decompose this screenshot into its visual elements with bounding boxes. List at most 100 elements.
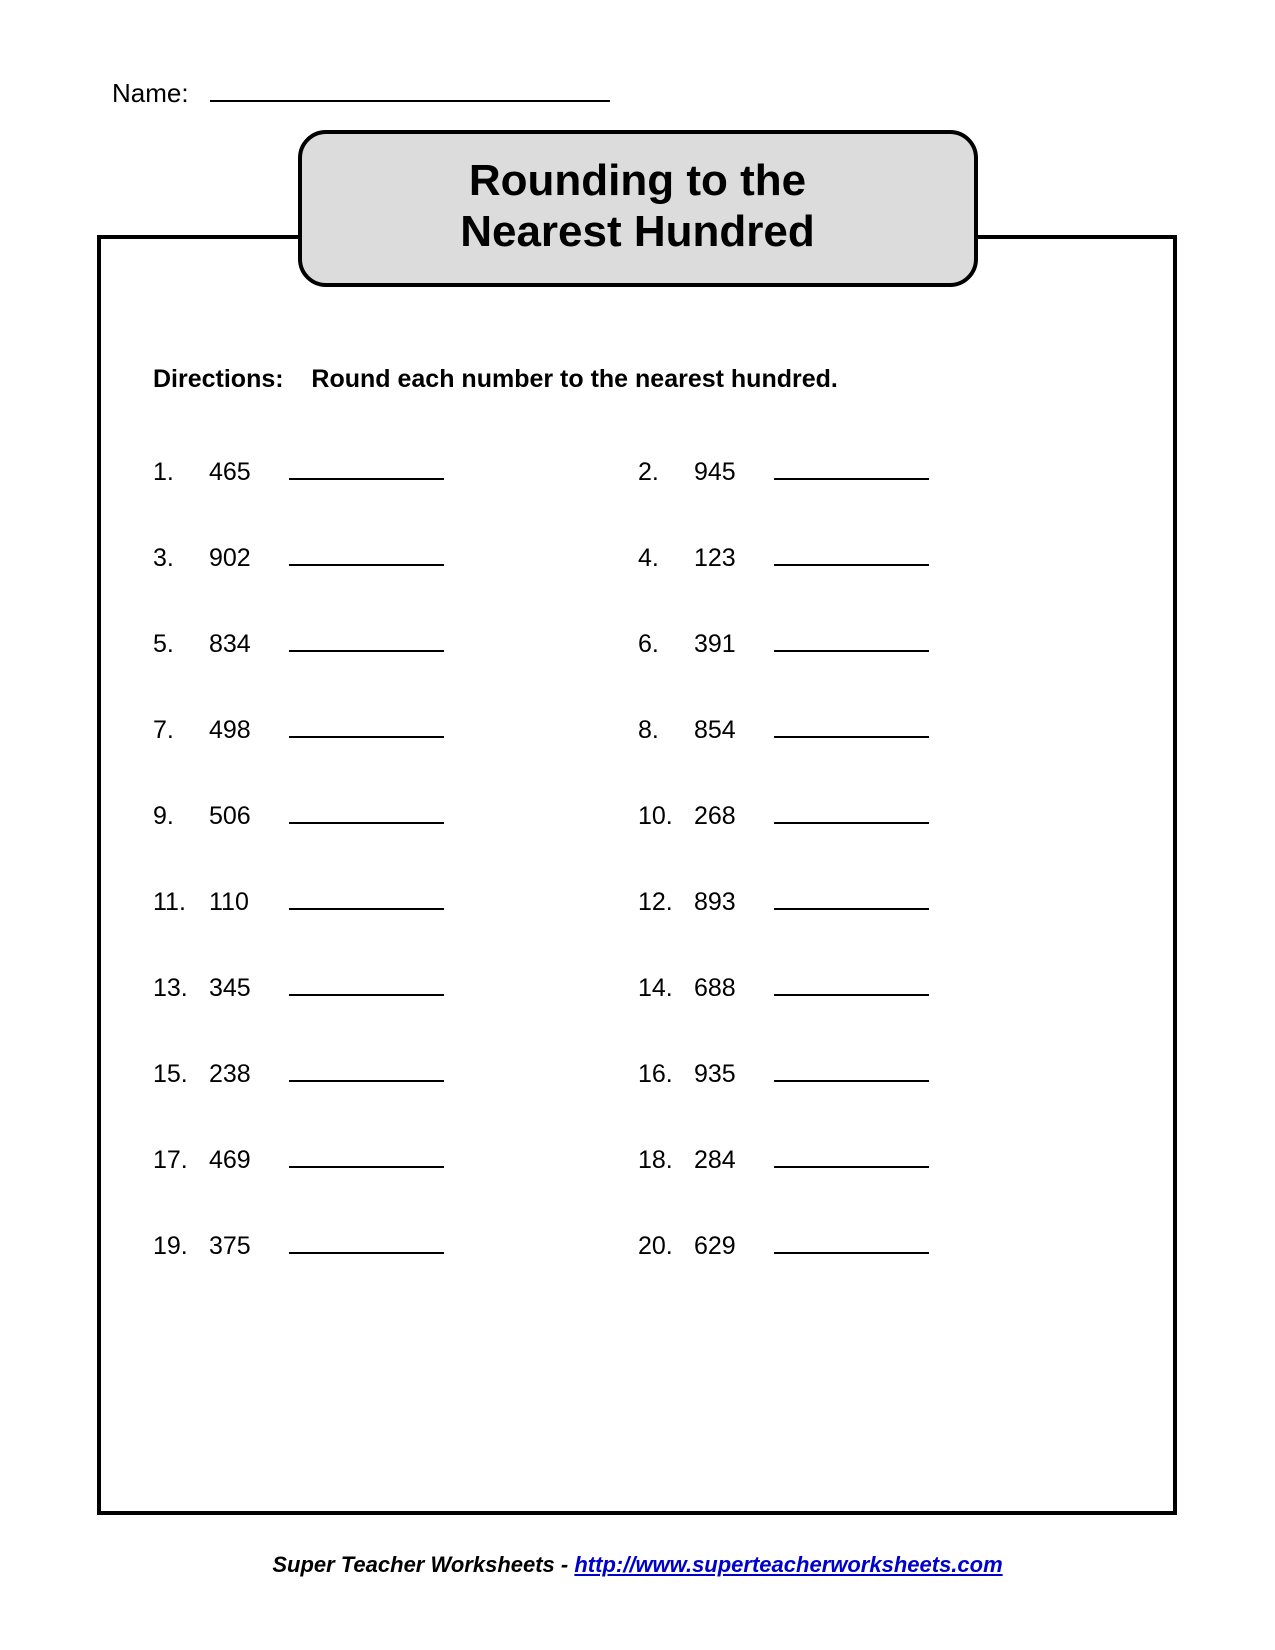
- answer-blank-line[interactable]: [289, 1057, 444, 1082]
- problem-value: 375: [209, 1232, 289, 1261]
- answer-blank-line[interactable]: [289, 713, 444, 738]
- problem-row: 19.37520.629: [153, 1229, 1123, 1261]
- problem-number: 13.: [153, 974, 209, 1003]
- problem-number: 7.: [153, 716, 209, 745]
- problem-row: 1.4652.945: [153, 455, 1123, 487]
- problem-number: 14.: [638, 974, 694, 1003]
- problem-value: 935: [694, 1060, 774, 1089]
- directions: Directions: Round each number to the nea…: [153, 365, 838, 394]
- problem-row: 17.46918.284: [153, 1143, 1123, 1175]
- answer-blank-line[interactable]: [289, 799, 444, 824]
- problem-item: 8.854: [638, 713, 1123, 745]
- problem-value: 238: [209, 1060, 289, 1089]
- problem-item: 4.123: [638, 541, 1123, 573]
- footer-separator: -: [555, 1552, 575, 1577]
- problem-value: 498: [209, 716, 289, 745]
- problem-number: 11.: [153, 888, 209, 917]
- problem-number: 8.: [638, 716, 694, 745]
- problem-item: 15.238: [153, 1057, 638, 1089]
- problem-item: 19.375: [153, 1229, 638, 1261]
- footer: Super Teacher Worksheets - http://www.su…: [0, 1552, 1275, 1578]
- problem-item: 11.110: [153, 885, 638, 917]
- problem-value: 834: [209, 630, 289, 659]
- problem-value: 284: [694, 1146, 774, 1175]
- problem-item: 16.935: [638, 1057, 1123, 1089]
- problem-number: 19.: [153, 1232, 209, 1261]
- problem-number: 15.: [153, 1060, 209, 1089]
- footer-link[interactable]: http://www.superteacherworksheets.com: [574, 1552, 1002, 1577]
- problem-number: 20.: [638, 1232, 694, 1261]
- answer-blank-line[interactable]: [774, 1057, 929, 1082]
- problem-row: 11.11012.893: [153, 885, 1123, 917]
- problem-row: 3.9024.123: [153, 541, 1123, 573]
- answer-blank-line[interactable]: [289, 1229, 444, 1254]
- answer-blank-line[interactable]: [289, 455, 444, 480]
- name-blank-line[interactable]: [210, 100, 610, 102]
- problem-item: 3.902: [153, 541, 638, 573]
- answer-blank-line[interactable]: [774, 627, 929, 652]
- answer-blank-line[interactable]: [774, 799, 929, 824]
- answer-blank-line[interactable]: [774, 455, 929, 480]
- problem-item: 5.834: [153, 627, 638, 659]
- answer-blank-line[interactable]: [774, 1229, 929, 1254]
- name-label: Name:: [112, 78, 189, 108]
- worksheet-title: Rounding to the Nearest Hundred: [298, 130, 978, 287]
- problem-value: 123: [694, 544, 774, 573]
- answer-blank-line[interactable]: [774, 713, 929, 738]
- problem-item: 7.498: [153, 713, 638, 745]
- problem-value: 268: [694, 802, 774, 831]
- problem-value: 902: [209, 544, 289, 573]
- answer-blank-line[interactable]: [289, 1143, 444, 1168]
- problem-number: 18.: [638, 1146, 694, 1175]
- problem-item: 10.268: [638, 799, 1123, 831]
- problem-value: 854: [694, 716, 774, 745]
- problem-number: 16.: [638, 1060, 694, 1089]
- name-field: Name:: [112, 78, 610, 109]
- directions-text: Round each number to the nearest hundred…: [311, 365, 837, 393]
- problem-value: 465: [209, 458, 289, 487]
- problem-row: 13.34514.688: [153, 971, 1123, 1003]
- worksheet-page: Name: Rounding to the Nearest Hundred Di…: [0, 0, 1275, 1650]
- problem-item: 17.469: [153, 1143, 638, 1175]
- problem-value: 391: [694, 630, 774, 659]
- problem-item: 6.391: [638, 627, 1123, 659]
- problem-number: 9.: [153, 802, 209, 831]
- problems-grid: 1.4652.9453.9024.1235.8346.3917.4988.854…: [153, 455, 1123, 1315]
- problem-row: 5.8346.391: [153, 627, 1123, 659]
- answer-blank-line[interactable]: [774, 885, 929, 910]
- problem-item: 13.345: [153, 971, 638, 1003]
- problem-number: 10.: [638, 802, 694, 831]
- problem-item: 20.629: [638, 1229, 1123, 1261]
- problem-item: 1.465: [153, 455, 638, 487]
- answer-blank-line[interactable]: [289, 627, 444, 652]
- problem-value: 110: [209, 888, 289, 917]
- problem-number: 17.: [153, 1146, 209, 1175]
- answer-blank-line[interactable]: [774, 1143, 929, 1168]
- footer-brand: Super Teacher Worksheets: [272, 1552, 554, 1577]
- answer-blank-line[interactable]: [774, 541, 929, 566]
- problem-value: 893: [694, 888, 774, 917]
- directions-label: Directions:: [153, 365, 284, 393]
- problem-value: 688: [694, 974, 774, 1003]
- problem-number: 1.: [153, 458, 209, 487]
- problem-item: 12.893: [638, 885, 1123, 917]
- problem-item: 9.506: [153, 799, 638, 831]
- problem-number: 3.: [153, 544, 209, 573]
- problem-value: 945: [694, 458, 774, 487]
- problem-value: 629: [694, 1232, 774, 1261]
- problem-row: 15.23816.935: [153, 1057, 1123, 1089]
- problem-item: 18.284: [638, 1143, 1123, 1175]
- title-line-2: Nearest Hundred: [460, 207, 815, 256]
- answer-blank-line[interactable]: [289, 885, 444, 910]
- problem-number: 4.: [638, 544, 694, 573]
- answer-blank-line[interactable]: [289, 971, 444, 996]
- problem-number: 6.: [638, 630, 694, 659]
- answer-blank-line[interactable]: [289, 541, 444, 566]
- problem-number: 12.: [638, 888, 694, 917]
- title-line-1: Rounding to the: [469, 156, 806, 205]
- answer-blank-line[interactable]: [774, 971, 929, 996]
- problem-number: 5.: [153, 630, 209, 659]
- problem-item: 14.688: [638, 971, 1123, 1003]
- problem-value: 506: [209, 802, 289, 831]
- problem-item: 2.945: [638, 455, 1123, 487]
